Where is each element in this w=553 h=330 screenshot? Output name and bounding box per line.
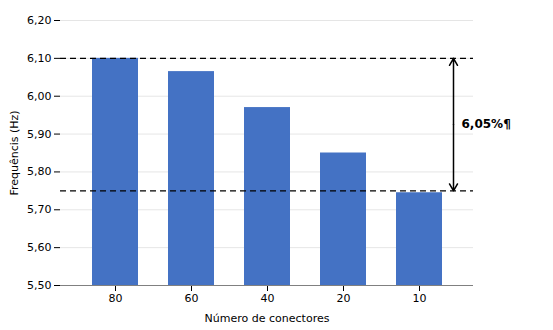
svg-text:Frequêncis (Hz): Frequêncis (Hz) bbox=[8, 110, 21, 195]
svg-text:5,50: 5,50 bbox=[27, 279, 52, 292]
svg-text:6,10: 6,10 bbox=[27, 52, 52, 65]
svg-text:6,05%¶: 6,05%¶ bbox=[462, 117, 511, 131]
svg-text:6,20: 6,20 bbox=[27, 14, 52, 27]
svg-text:60: 60 bbox=[185, 292, 199, 305]
svg-text:10: 10 bbox=[413, 292, 427, 305]
svg-text:5,80: 5,80 bbox=[27, 165, 52, 178]
svg-text:Número de conectores: Número de conectores bbox=[205, 312, 330, 325]
svg-text:5,90: 5,90 bbox=[27, 128, 52, 141]
svg-text:5,70: 5,70 bbox=[27, 203, 52, 216]
svg-text:40: 40 bbox=[261, 292, 275, 305]
svg-text:20: 20 bbox=[337, 292, 351, 305]
svg-text:80: 80 bbox=[109, 292, 123, 305]
svg-text:5,60: 5,60 bbox=[27, 241, 52, 254]
svg-text:6,00: 6,00 bbox=[27, 90, 52, 103]
